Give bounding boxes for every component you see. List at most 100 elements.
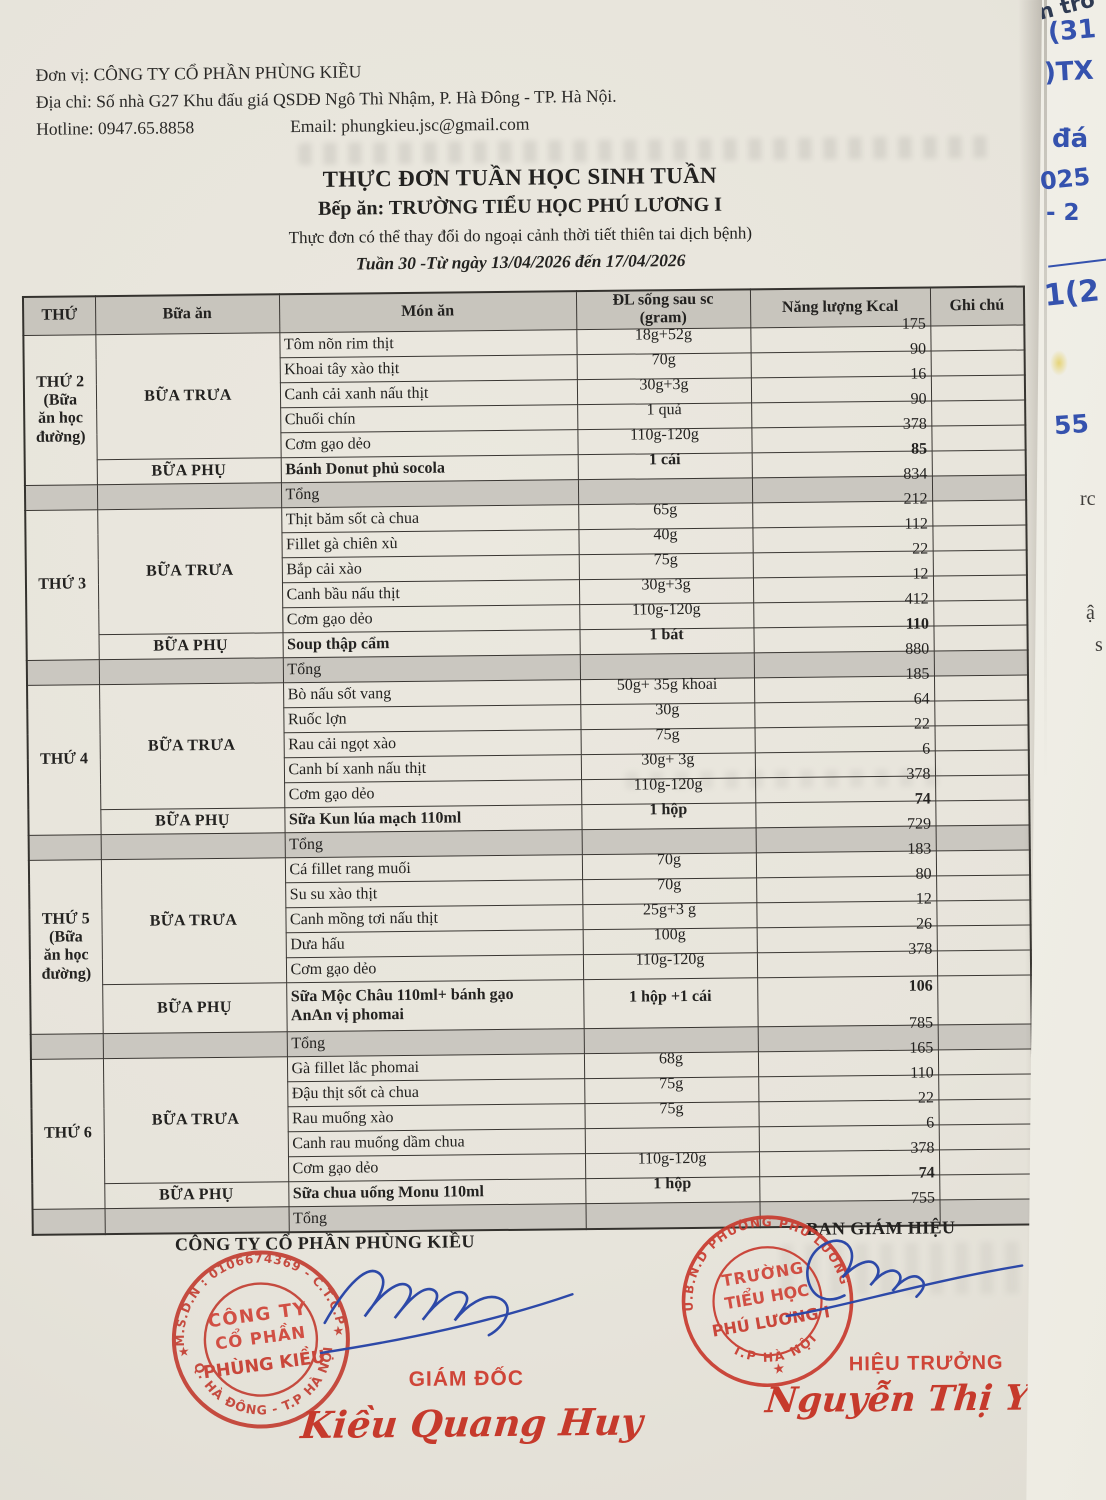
total-label-cell: Tổng [286, 1028, 584, 1057]
dish-cell: Canh rau muống dầm chua [287, 1128, 585, 1157]
note-cell [933, 599, 1028, 626]
margin-note: - 2 [1046, 200, 1080, 226]
principal-title: HIỆU TRƯỞNG [848, 1351, 1004, 1376]
dish-cell: Cơm gạo dẻo [285, 954, 584, 983]
note-cell [936, 874, 1031, 901]
kcal-cell: 175 [750, 315, 931, 353]
day-cell: THỨ 5 (Bữa ăn học đường) [28, 859, 103, 1035]
qty-cell: 1 cái [577, 451, 752, 480]
total-label-cell: Tổng [280, 479, 579, 508]
note-cell [930, 349, 1025, 376]
dish-cell: Rau cải ngọt xào [283, 729, 581, 758]
note-cell [935, 824, 1030, 851]
meal-cell: BỮA PHỤ [104, 1181, 289, 1209]
note-cell [930, 324, 1025, 351]
meal-cell [104, 1206, 289, 1234]
yellow-smudge [1050, 350, 1068, 376]
dish-cell: Cơm gạo dẻo [280, 429, 578, 458]
director-signature-scribble [319, 1269, 574, 1355]
day-cell [30, 1033, 103, 1060]
dish-cell: Bắp cải xào [281, 554, 579, 583]
dish-cell: Canh cải xanh nấu thịt [279, 379, 578, 408]
menu-sheet: Đơn vị: CÔNG TY CỔ PHẦN PHÙNG KIỀU Địa c… [0, 0, 1042, 1500]
day-cell: THỨ 2 (Bữa ăn học đường) [23, 334, 97, 486]
director-name: Kiều Quang Huy [298, 1399, 645, 1448]
note-cell [933, 624, 1028, 651]
dish-cell: Sữa Mộc Châu 110ml+ bánh gạo AnAn vị pho… [286, 979, 584, 1032]
meal-cell [102, 1031, 287, 1059]
star-icon: ★ [177, 1344, 191, 1360]
meal-cell [100, 832, 285, 860]
dish-cell: Soup thập cẩm [282, 629, 580, 658]
note-cell [935, 849, 1031, 876]
menu-table: THỨ Bữa ăn Món ăn ĐL sống sau sc (gram) … [21, 285, 1035, 1236]
dish-cell: Rau muống xào [287, 1103, 585, 1132]
meal-cell: BỮA TRƯA [99, 682, 285, 810]
note-cell [933, 649, 1028, 676]
dish-cell: Cá fillet rang muối [284, 854, 583, 883]
note-cell [932, 549, 1027, 576]
star-icon: ★ [772, 1360, 787, 1378]
day-cell [32, 1208, 105, 1235]
day-cell [24, 484, 98, 511]
total-label-cell: Tổng [284, 829, 582, 858]
meal-cell: BỮA PHỤ [96, 457, 281, 485]
dish-cell: Canh mồng tơi nấu thịt [285, 904, 583, 933]
dish-cell: Dưa hấu [285, 929, 583, 958]
dish-cell: Tôm nõn rim thịt [279, 329, 577, 358]
margin-note: ậ [1086, 602, 1095, 624]
margin-note: 55 [1053, 408, 1090, 441]
col-header-note: Ghi chú [929, 286, 1025, 326]
total-label-cell: Tổng [282, 654, 581, 683]
margin-note: 025 [1038, 162, 1092, 196]
letterhead-hotline: Hotline: 0947.65.8858 [36, 117, 195, 139]
note-cell [935, 774, 1030, 801]
meal-cell: BỮA PHỤ [100, 807, 285, 835]
col-header-dish: Món ăn [278, 291, 577, 333]
day-cell [28, 834, 101, 861]
note-cell [930, 374, 1026, 401]
margin-note: đá [1052, 124, 1089, 154]
note-cell [933, 674, 1029, 701]
principal-signature-scribble [785, 1239, 1024, 1318]
kcal-cell: 64 [754, 690, 935, 728]
total-label-cell: Tổng [288, 1203, 586, 1233]
kitchen-subtitle: Bếp ăn: TRƯỜNG TIỂU HỌC PHÚ LƯƠNG I [317, 193, 723, 220]
note-cell [936, 949, 1032, 976]
director-title: GIÁM ĐỐC [408, 1366, 525, 1391]
kcal-cell: 378 [758, 1139, 940, 1177]
note-cell [932, 499, 1027, 526]
kcal-cell: 378 [755, 765, 936, 803]
note-cell [932, 574, 1028, 601]
note-cell [934, 724, 1029, 751]
qty-cell: 110g-120g [582, 950, 758, 980]
note-cell [932, 524, 1027, 551]
note-cell [936, 899, 1031, 926]
kcal-cell: 12 [756, 890, 937, 928]
dish-cell: Canh bí xanh nấu thịt [283, 754, 582, 783]
meal-cell: BỮA TRƯA [100, 857, 287, 985]
qty-cell: 1 bát [579, 626, 754, 655]
kcal-cell: 110 [758, 1064, 939, 1102]
kcal-cell: 90 [750, 340, 931, 378]
dish-cell: Sữa chua uống Monu 110ml [288, 1178, 586, 1207]
company-stamp: M.S.D.N : 0106674369 - C.T.C.P Q. HÀ ĐÔN… [162, 1241, 350, 1429]
dish-cell: Đậu thịt sốt cà chua [287, 1078, 585, 1107]
day-cell: THỨ 3 [25, 509, 99, 661]
kcal-cell: 22 [758, 1089, 939, 1127]
note-cell [934, 749, 1030, 776]
note-cell [939, 1173, 1034, 1200]
note-cell [938, 1098, 1033, 1125]
note-cell [938, 1073, 1033, 1100]
page-title: THỰC ĐƠN TUẦN HỌC SINH TUẦN [322, 162, 717, 192]
kcal-cell: 112 [752, 515, 933, 553]
dish-cell: Canh bầu nấu thịt [281, 579, 580, 608]
qty-cell: 75g [584, 1100, 759, 1129]
note-cell [931, 474, 1027, 501]
meal-cell: BỮA PHỤ [102, 982, 287, 1034]
sheet-content: Đơn vị: CÔNG TY CỔ PHẦN PHÙNG KIỀU Địa c… [21, 61, 1042, 1448]
dish-cell: Bánh Donut phủ socola [280, 454, 578, 483]
kcal-cell: 80 [756, 865, 937, 903]
qty-cell: 1 hộp +1 cái [583, 977, 758, 1029]
kcal-cell: 378 [756, 940, 938, 978]
